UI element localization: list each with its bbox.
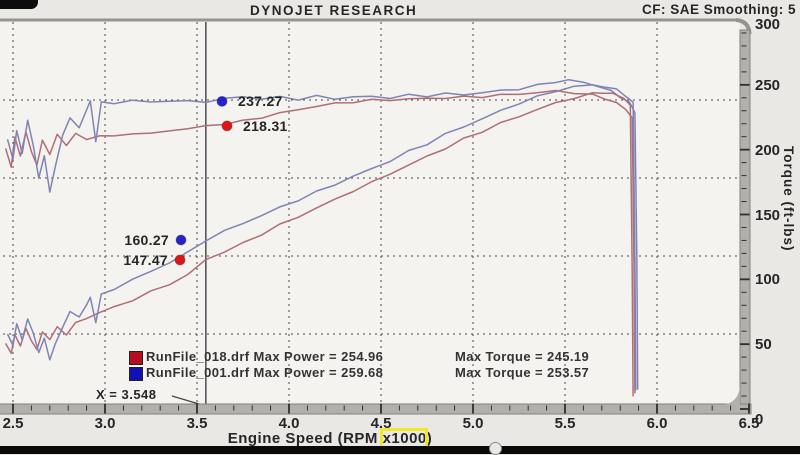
chart-title: DYNOJET RESEARCH [250,3,418,18]
torque-tick-label: 300 [755,16,781,33]
x-tick-label: 6.0 [646,415,668,432]
legend-run018-torque: Max Torque = 245.19 [455,349,590,364]
legend-swatch-run001 [129,366,143,381]
x-tick-label: 3.0 [94,415,116,432]
frame-right-bar [739,29,751,411]
x-tick-label: 5.0 [462,415,484,432]
frame-bottom-bar [0,403,752,415]
legend-run018-power: RunFile_018.drf Max Power = 254.96 [146,349,384,364]
video-progress-bar[interactable] [0,446,800,454]
marker-value-label: 160.27 [124,231,169,248]
torque-tick-label: 200 [755,141,781,159]
frame-corner-bottom-right [722,386,740,405]
curve-run018_power [4,91,634,397]
top-left-mask [0,0,38,9]
plot-area [0,21,740,404]
frame-top [0,18,738,22]
legend-run001-power: RunFile_001.drf Max Power = 259.68 [146,364,384,380]
curve-run001_torque [6,78,639,390]
torque-tick-label: 0 [755,411,764,428]
legend-swatch-run018 [129,351,143,365]
x-tick-label: 2.5 [2,415,24,432]
x-tick-label: 4.5 [370,415,392,432]
legend-run001-torque: Max Torque = 253.57 [455,364,590,380]
marker-dot-160.27 [175,234,187,246]
cursor-x-readout: X = 3.548 [96,387,157,402]
torque-axis-title: Torque (ft-lbs) [781,146,796,252]
marker-value-label: 237.27 [238,93,283,110]
torque-tick-label: 250 [755,76,781,94]
torque-tick-label: 100 [755,271,781,289]
torque-tick-label: 50 [755,336,772,354]
marker-value-label: 218.31 [243,117,288,134]
x-tick-label: 3.5 [186,415,208,432]
marker-value-label: 147.47 [123,251,168,268]
marker-dot-218.31 [221,120,233,132]
torque-tick-label: 150 [755,206,781,224]
correction-smoothing-label: CF: SAE Smoothing: 5 [642,2,796,17]
video-playhead[interactable] [489,442,502,455]
x-tick-label: 5.5 [554,415,576,432]
curve-run001_power [6,84,637,391]
marker-dot-237.27 [216,95,228,107]
marker-dot-147.47 [174,254,186,266]
curve-run018_torque [4,89,636,394]
x-tick-label: 6.5 [738,415,760,432]
x-tick-label: 4.0 [278,415,300,432]
